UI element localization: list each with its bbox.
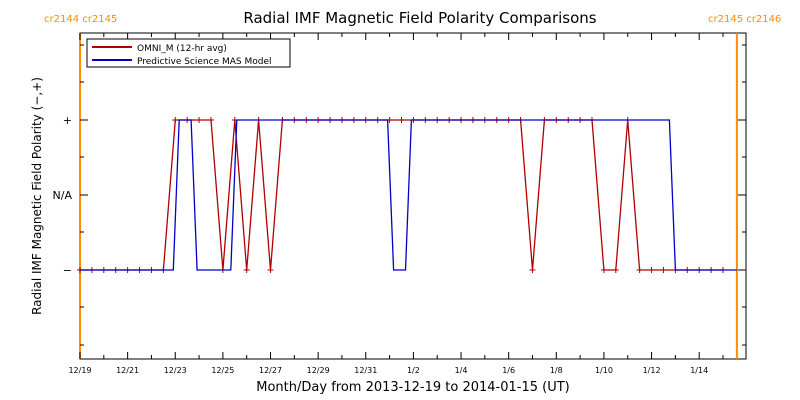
- x-tick-label: 1/6: [502, 366, 515, 375]
- carrington-boundaries: [79, 33, 738, 359]
- y-tick-labels: + N/A −: [53, 114, 73, 277]
- x-tick-labels: 12/19 12/21 12/23 12/25 12/27 12/29 12/31 1/2 1/…: [68, 366, 708, 375]
- x-tick-label: 1/4: [455, 366, 468, 375]
- x-axis-label: Month/Day from 2013-12-19 to 2014-01-15 …: [256, 380, 569, 395]
- x-tick-label: 12/25: [211, 366, 234, 375]
- y-tick-label: +: [63, 114, 72, 127]
- x-tick-label: 12/29: [307, 366, 330, 375]
- carrington-label-left: cr2144 cr2145: [44, 14, 117, 25]
- legend-label-omni: OMNI_M (12-hr avg): [137, 44, 227, 54]
- legend-label-mas: Predictive Science MAS Model: [137, 57, 272, 67]
- x-tick-label: 1/10: [595, 366, 613, 375]
- chart-title: Radial IMF Magnetic Field Polarity Compa…: [243, 9, 596, 27]
- x-tick-label: 12/27: [259, 366, 282, 375]
- y-tick-label: −: [63, 264, 72, 277]
- x-tick-label: 12/23: [164, 366, 187, 375]
- x-tick-label: 1/14: [690, 366, 708, 375]
- x-tick-label: 12/19: [68, 366, 91, 375]
- plot-frame: [79, 32, 747, 360]
- legend-box: [86, 38, 291, 68]
- x-tick-label: 1/12: [643, 366, 661, 375]
- axis-ticks: [79, 33, 746, 359]
- legend: OMNI_M (12-hr avg) Predictive Science MA…: [86, 38, 291, 68]
- x-tick-label: 12/31: [354, 366, 377, 375]
- y-axis-label: Radial IMF Magnetic Field Polarity (−,+): [30, 77, 44, 315]
- y-tick-label: N/A: [53, 189, 73, 202]
- x-tick-label: 12/21: [116, 366, 139, 375]
- carrington-label-right: cr2145 cr2146: [708, 14, 781, 25]
- x-tick-label: 1/8: [550, 366, 563, 375]
- x-tick-label: 1/2: [407, 366, 420, 375]
- series-lines: [77, 117, 737, 273]
- mas-series-line: [80, 119, 737, 271]
